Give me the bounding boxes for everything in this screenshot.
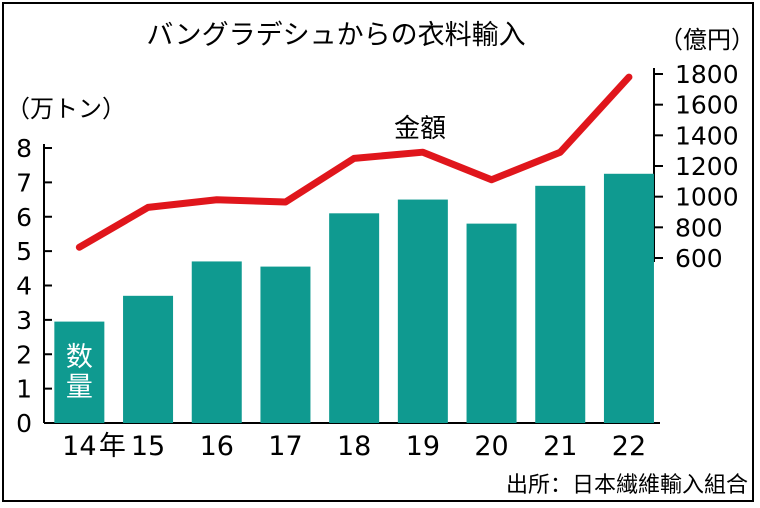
- bar-quantity: [123, 295, 174, 423]
- x-tick-label: 22: [612, 431, 646, 462]
- bar-quantity: [466, 223, 517, 423]
- bar-quantity: [603, 173, 654, 423]
- left-tick-label: 3: [16, 306, 32, 335]
- series-label-quantity: 数: [66, 342, 93, 373]
- x-tick-label: 14: [62, 431, 96, 462]
- left-tick-label: 7: [16, 168, 32, 197]
- x-tick-label: 19: [406, 431, 440, 462]
- right-tick-label: 600: [675, 244, 723, 273]
- x-tick-label: 15: [131, 431, 165, 462]
- right-tick-label: 800: [675, 213, 723, 242]
- left-tick-label: 6: [16, 203, 32, 232]
- line-point-amount: [284, 201, 286, 203]
- x-tick-label: 21: [543, 431, 577, 462]
- line-point-amount: [422, 151, 424, 153]
- bar-quantity: [535, 185, 586, 423]
- series-label-quantity: 量: [66, 372, 93, 403]
- left-tick-label: 0: [16, 409, 32, 438]
- line-point-amount: [628, 76, 630, 78]
- bar-quantity: [397, 199, 448, 423]
- left-tick-label: 2: [16, 340, 32, 369]
- right-tick-label: 1400: [675, 121, 739, 150]
- chart-title: バングラデシュからの衣料輸入: [146, 20, 525, 51]
- x-year-suffix: 年: [99, 431, 126, 462]
- right-axis-unit: （億円）: [659, 26, 755, 54]
- line-point-amount: [353, 157, 355, 159]
- left-tick-label: 5: [16, 237, 32, 266]
- right-tick-label: 1600: [675, 91, 739, 120]
- bar-quantity: [54, 321, 105, 423]
- right-tick-label: 1800: [675, 60, 739, 89]
- source-note: 出所：日本繊維輸入組合: [506, 473, 748, 498]
- bar-quantity: [260, 266, 311, 423]
- right-tick-label: 1200: [675, 152, 739, 181]
- right-tick-label: 1000: [675, 183, 739, 212]
- series-label-amount: 金額: [394, 114, 446, 144]
- line-point-amount: [491, 179, 493, 181]
- x-tick-label: 17: [268, 431, 302, 462]
- line-point-amount: [78, 246, 80, 248]
- x-tick-label: 20: [474, 431, 508, 462]
- left-tick-label: 1: [16, 375, 32, 404]
- left-axis-unit: （万トン）: [6, 95, 126, 123]
- bar-quantity: [191, 261, 242, 423]
- x-tick-label: 16: [200, 431, 234, 462]
- left-tick-label: 8: [16, 134, 32, 163]
- line-point-amount: [216, 199, 218, 201]
- line-point-amount: [559, 151, 561, 153]
- line-point-amount: [147, 206, 149, 208]
- x-tick-label: 18: [337, 431, 371, 462]
- bar-quantity: [329, 213, 380, 423]
- left-tick-label: 4: [16, 272, 32, 301]
